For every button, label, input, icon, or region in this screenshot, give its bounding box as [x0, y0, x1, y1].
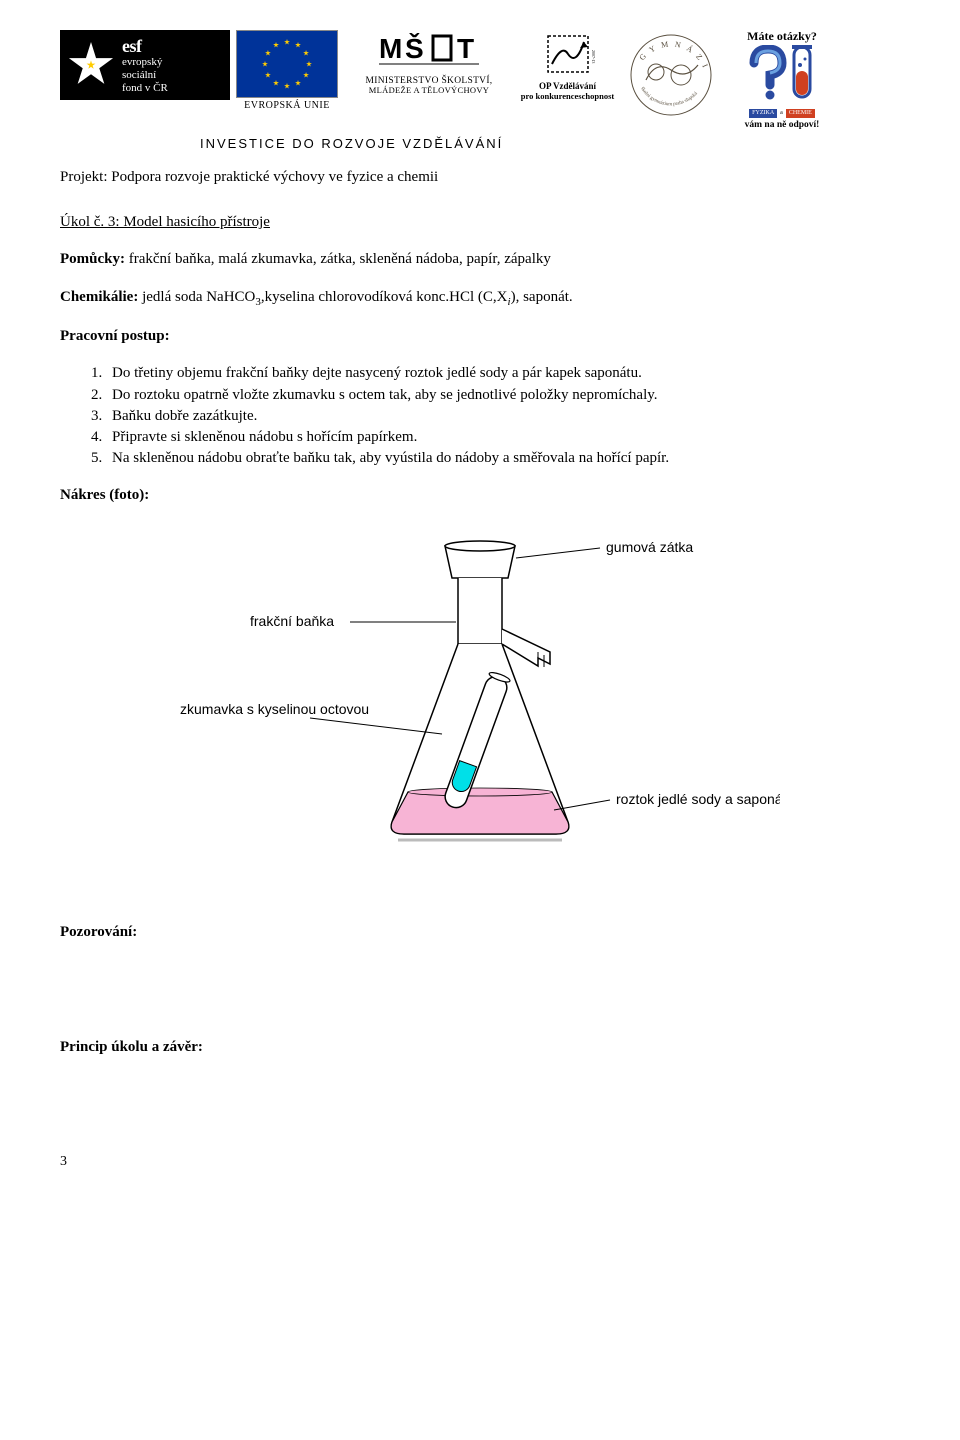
msmt-logo: M Š T MINISTERSTVO ŠKOLSTVÍ, MLÁDEŽE A T…	[344, 30, 514, 96]
svg-text:školní gymnázium praha slupská: školní gymnázium praha slupská	[639, 87, 699, 108]
zaver-label: Princip úkolu a závěr:	[60, 1039, 900, 1056]
header-logo-row: esf evropský sociální fond v ČR EVROPSKÁ…	[60, 30, 900, 130]
svg-text:2007-13: 2007-13	[591, 50, 596, 63]
otazky-box2: CHEMIE	[786, 109, 815, 118]
chem-text-c: ), saponát.	[511, 289, 573, 305]
svg-text:T: T	[457, 33, 474, 64]
esf-abbr: esf	[122, 36, 142, 56]
label-solution: roztok jedlé sody a saponátu	[616, 791, 780, 807]
flask-diagram: gumová zátka frakční baňka zkumavka s ky…	[60, 534, 900, 864]
pomucky-label: Pomůcky:	[60, 251, 125, 267]
eu-label: EVROPSKÁ UNIE	[244, 100, 330, 111]
msmt-line2: MLÁDEŽE A TĚLOVÝCHOVY	[369, 86, 489, 95]
gymnazium-logo: G Y M N Á Z I U M školní gymnázium praha…	[621, 30, 721, 120]
esf-logo: esf evropský sociální fond v ČR	[60, 30, 230, 100]
pozorovani-label: Pozorování:	[60, 924, 900, 941]
mate-otazky-logo: Máte otázky? FYZIKA a CHEMIE vám na ně o…	[727, 30, 837, 130]
step-item: Do třetiny objemu frakční baňky dejte na…	[106, 363, 900, 383]
blank-space	[60, 1074, 900, 1114]
op-line2: pro konkurenceschopnost	[521, 92, 614, 101]
otazky-sub: vám na ně odpoví!	[745, 120, 820, 130]
esf-line3: fond v ČR	[122, 82, 168, 94]
steps-list: Do třetiny objemu frakční baňky dejte na…	[60, 363, 900, 468]
step-item: Baňku dobře zazátkujte.	[106, 406, 900, 426]
header-tagline: INVESTICE DO ROZVOJE VZDĚLÁVÁNÍ	[200, 136, 900, 151]
step-item: Připravte si skleněnou nádobu s hořícím …	[106, 427, 900, 447]
esf-line2: sociální	[122, 69, 156, 81]
pomucky-para: Pomůcky: frakční baňka, malá zkumavka, z…	[60, 249, 900, 269]
esf-line1: evropský	[122, 56, 162, 68]
page-number: 3	[60, 1154, 900, 1170]
svg-text:G Y M N Á Z I U M: G Y M N Á Z I U M	[626, 30, 710, 71]
otazky-box1: FYZIKA	[749, 109, 777, 118]
svg-text:M: M	[379, 33, 402, 64]
project-line: Projekt: Podpora rozvoje praktické výcho…	[60, 169, 900, 186]
step-item: Na skleněnou nádobu obraťte baňku tak, a…	[106, 448, 900, 468]
chem-text-b: ,kyselina chlorovodíková konc.HCl (C,X	[261, 289, 508, 305]
nakres-label: Nákres (foto):	[60, 487, 900, 504]
label-flask: frakční baňka	[250, 613, 334, 629]
op-logo: 2007-13 OP Vzdělávání pro konkurencescho…	[520, 30, 615, 101]
chemikalie-para: Chemikálie: jedlá soda NaHCO3,kyselina c…	[60, 287, 900, 310]
blank-space	[60, 959, 900, 1039]
otazky-conj: a	[780, 110, 783, 117]
svg-text:Š: Š	[405, 32, 424, 64]
task-title: Úkol č. 3: Model hasicího přístroje	[60, 214, 900, 231]
label-tube: zkumavka s kyselinou octovou	[180, 701, 369, 717]
pomucky-text: frakční baňka, malá zkumavka, zátka, skl…	[125, 251, 551, 267]
postup-label: Pracovní postup:	[60, 328, 900, 345]
chem-label: Chemikálie:	[60, 289, 138, 305]
eu-logo: EVROPSKÁ UNIE	[236, 30, 338, 111]
label-stopper: gumová zátka	[606, 539, 693, 555]
step-item: Do roztoku opatrně vložte zkumavku s oct…	[106, 385, 900, 405]
worksheet-page: esf evropský sociální fond v ČR EVROPSKÁ…	[0, 0, 960, 1210]
otazky-title: Máte otázky?	[747, 30, 817, 43]
chem-text-a: jedlá soda NaHCO	[138, 289, 255, 305]
